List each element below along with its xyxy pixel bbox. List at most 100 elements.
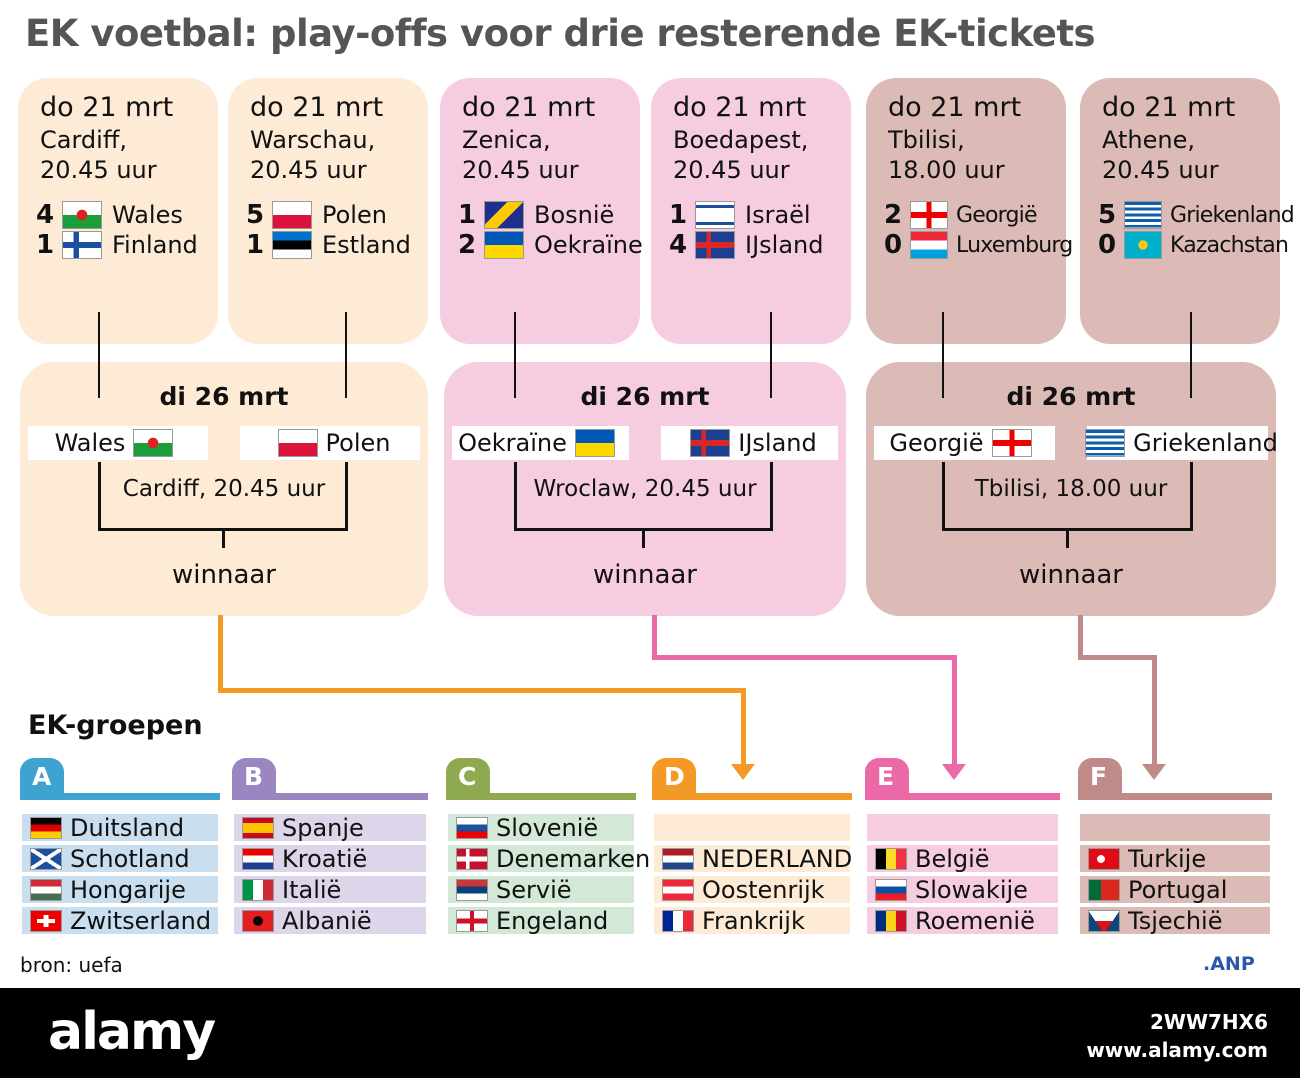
winner-label: winnaar	[172, 560, 276, 590]
group-underline	[20, 793, 220, 800]
team-score: 1	[36, 230, 55, 260]
match-city: Warschau,	[250, 126, 376, 154]
group-team: Slovenië	[448, 814, 634, 842]
team-result: 1 Israël	[669, 200, 811, 230]
match-city: Zenica,	[462, 126, 551, 154]
home-team: Wales	[28, 426, 208, 460]
team-result: 2 Georgië	[884, 200, 1038, 230]
group-underline	[232, 793, 428, 800]
team-name: Luxemburg	[956, 232, 1073, 258]
team-name: Roemenië	[915, 906, 1035, 935]
connector-line	[218, 615, 223, 693]
match-time: 20.45 uur	[1102, 156, 1219, 184]
group-team: Turkije	[1080, 845, 1270, 873]
belgium-flag-icon	[875, 847, 907, 870]
watermark-band: alamy 2WW7HX6 www.alamy.com	[0, 988, 1300, 1078]
team-name: Griekenland	[1133, 429, 1278, 457]
denmark-flag-icon	[456, 847, 488, 870]
ukraine-flag-icon	[484, 231, 524, 259]
connector-line	[1078, 615, 1083, 660]
team-result: 0 Kazachstan	[1098, 230, 1289, 260]
team-result: 4 IJsland	[669, 230, 823, 260]
team-name: Georgië	[956, 202, 1038, 228]
group-team: NEDERLAND	[654, 845, 852, 873]
group-team	[867, 814, 1058, 841]
connector-line	[741, 688, 746, 770]
group-team	[654, 814, 850, 841]
iceland-flag-icon	[695, 231, 735, 259]
team-score: 4	[669, 230, 688, 260]
georgia-flag-icon	[910, 201, 948, 229]
group-underline	[652, 793, 852, 800]
final-card: di 26 mrt Oekraïne IJsland Wroclaw, 20.45 u…	[444, 362, 846, 616]
team-score: 4	[36, 200, 55, 230]
team-name: Albanië	[282, 906, 372, 935]
final-card: di 26 mrt Wales Polen Cardiff, 20.45 uur win…	[20, 362, 428, 616]
group-team: Frankrijk	[654, 907, 850, 935]
team-name: Kazachstan	[1170, 232, 1289, 258]
match-time: 20.45 uur	[40, 156, 157, 184]
ukraine-flag-icon	[574, 429, 615, 457]
group-team: Spanje	[234, 813, 426, 842]
team-score: 2	[884, 200, 902, 230]
switzerland-flag-icon	[30, 909, 62, 932]
team-name: Italië	[282, 875, 342, 904]
group-header-b: B	[232, 758, 428, 800]
team-name: Oekraïne	[534, 231, 643, 259]
connector-line	[942, 462, 945, 530]
team-score: 1	[669, 200, 688, 230]
croatia-flag-icon	[242, 847, 274, 870]
group-team: Kroatië	[234, 844, 426, 873]
scotland-flag-icon	[30, 847, 62, 870]
group-team: Zwitserland	[22, 906, 218, 935]
luxembourg-flag-icon	[910, 231, 948, 259]
team-name: Griekenland	[1170, 202, 1295, 228]
image-id: 2WW7HX6	[1149, 1010, 1268, 1034]
group-header-f: F	[1078, 758, 1272, 800]
italy-flag-icon	[242, 878, 274, 901]
team-name: Schotland	[70, 844, 190, 873]
team-name: Engeland	[496, 906, 609, 935]
connector-line	[98, 462, 101, 530]
team-score: 2	[458, 230, 477, 260]
group-team: Schotland	[22, 844, 218, 873]
team-result: 0 Luxemburg	[884, 230, 1073, 260]
team-name: Kroatië	[282, 844, 368, 873]
away-team: Polen	[240, 426, 420, 460]
czechia-flag-icon	[1088, 909, 1120, 932]
netherlands-flag-icon	[662, 847, 694, 870]
poland-flag-icon	[277, 429, 318, 457]
group-team: Slowakije	[867, 875, 1058, 904]
slovakia-flag-icon	[875, 878, 907, 901]
group-team: Duitsland	[22, 814, 218, 842]
germany-flag-icon	[30, 816, 62, 839]
team-name: Spanje	[282, 813, 364, 842]
team-name: Slowakije	[915, 875, 1028, 904]
team-name: Finland	[112, 231, 198, 259]
team-name: Hongarije	[70, 875, 186, 904]
serbia-flag-icon	[456, 878, 488, 901]
connector-line	[642, 530, 645, 548]
team-result: 5 Griekenland	[1098, 200, 1295, 230]
semifinal-card: do 21 mrt Warschau, 20.45 uur 5 Polen 1 Estlan…	[228, 78, 428, 344]
match-time: 20.45 uur	[462, 156, 579, 184]
match-date: do 21 mrt	[462, 92, 596, 123]
georgia-flag-icon	[991, 429, 1032, 457]
wales-flag-icon	[62, 201, 102, 229]
match-date: do 21 mrt	[888, 92, 1022, 123]
austria-flag-icon	[662, 878, 694, 901]
group-underline	[1078, 793, 1272, 800]
bosnia-flag-icon	[484, 201, 524, 229]
connector-line	[652, 615, 657, 660]
team-name: België	[915, 844, 990, 873]
winner-label: winnaar	[593, 560, 697, 590]
alamy-url: www.alamy.com	[1086, 1038, 1268, 1062]
team-name: Zwitserland	[70, 906, 212, 935]
team-result: 5 Polen	[246, 200, 387, 230]
match-time: 20.45 uur	[673, 156, 790, 184]
match-city: Boedapest,	[673, 126, 809, 154]
group-team: Servië	[448, 876, 634, 904]
match-time: 18.00 uur	[888, 156, 1005, 184]
match-date: do 21 mrt	[40, 92, 174, 123]
match-date: do 21 mrt	[250, 92, 384, 123]
